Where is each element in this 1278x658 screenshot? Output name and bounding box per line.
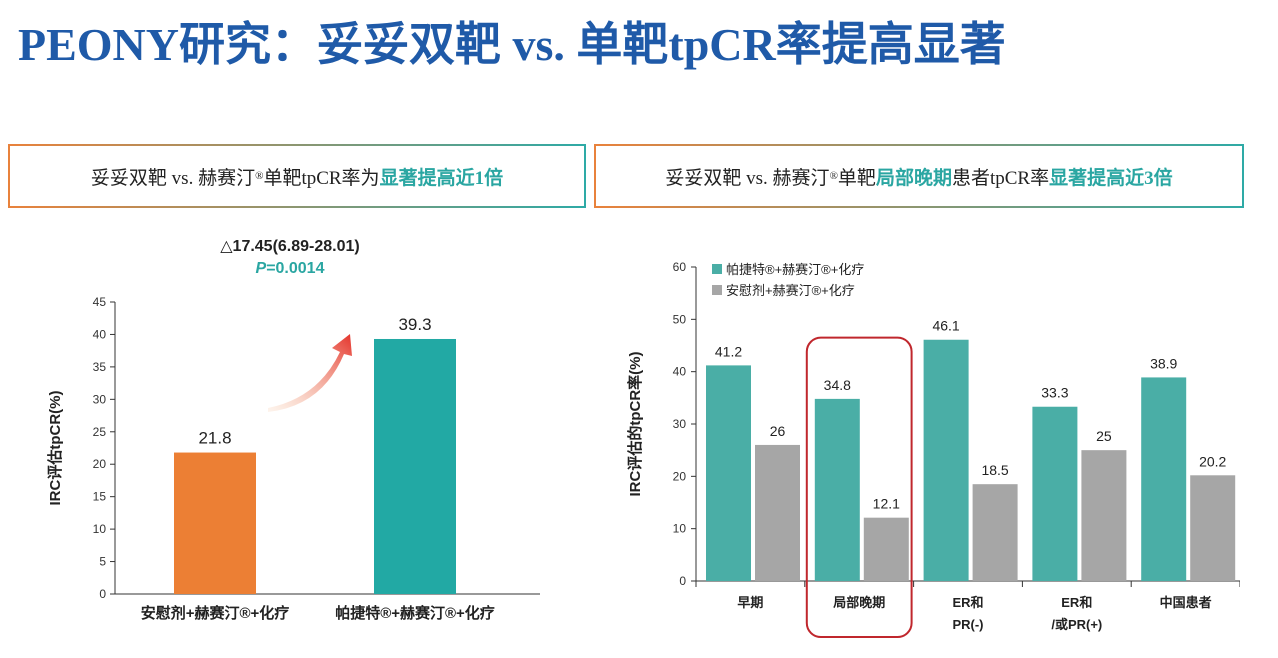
y-tick-label: 0 [679, 574, 686, 588]
legend-label: 帕捷特®+赫赛汀®+化疗 [726, 262, 864, 277]
right-header-text-2: 单靶 [837, 167, 876, 189]
bar [1081, 450, 1127, 581]
right-bar-chart: 0 10 20 30 40 50 60 IRC评估的tpCR率(%) 41.2 26 早期 34.8 1… [626, 260, 1240, 639]
left-bar-chart: 0 5 10 15 20 25 30 35 40 45 IRC评估tpCR(%) 21.8 安慰剂+赫赛… [46, 295, 540, 622]
y-tick-label: 40 [673, 365, 687, 379]
y-tick-label: 50 [673, 312, 687, 326]
right-header-text-1: 妥妥双靶 vs. 赫赛汀 [665, 167, 830, 189]
bar-value-label: 38.9 [1150, 355, 1177, 371]
bar [706, 365, 751, 581]
delta-stat: △17.45(6.89-28.01) [220, 238, 360, 255]
y-tick-label: 5 [99, 555, 106, 569]
p-value-stat: P=0.0014 [150, 260, 430, 278]
bar [1032, 406, 1078, 581]
p-value: =0.0014 [266, 260, 325, 277]
y-tick-label: 15 [93, 490, 107, 504]
bar [1190, 475, 1236, 581]
x-category-label: PR(-) [952, 617, 983, 632]
y-tick-label: 45 [93, 295, 107, 309]
y-tick-label: 20 [93, 457, 107, 471]
left-header-text-1: 妥妥双靶 vs. 赫赛汀 [90, 167, 256, 189]
bar-value-label: 20.2 [1199, 453, 1226, 469]
bar-value-label: 25 [1096, 428, 1112, 444]
y-axis-title: IRC评估的tpCR率(%) [626, 352, 644, 497]
right-header-registered: ® [829, 170, 838, 182]
bar-value-label: 46.1 [932, 318, 959, 334]
bar [863, 517, 909, 581]
x-category-label: 安慰剂+赫赛汀®+化疗 [141, 604, 290, 622]
y-tick-label: 0 [99, 587, 106, 601]
bar-value-label: 33.3 [1041, 385, 1068, 401]
highlight-box [805, 336, 913, 639]
legend-label: 安慰剂+赫赛汀®+化疗 [726, 283, 855, 298]
y-tick-label: 10 [93, 522, 107, 536]
bar [1141, 377, 1187, 581]
y-tick-label: 10 [673, 522, 687, 536]
bar [174, 452, 256, 594]
bar [814, 398, 860, 581]
legend-swatch [712, 264, 722, 274]
y-tick-label: 30 [673, 417, 687, 431]
bar-value-label: 18.5 [981, 462, 1008, 478]
page-title: PEONY研究：妥妥双靶 vs. 单靶tpCR率提高显著 [18, 19, 1006, 70]
left-header-registered: ® [255, 170, 264, 182]
bar-value-label: 21.8 [198, 429, 231, 448]
y-tick-label: 60 [673, 260, 687, 274]
y-tick-label: 25 [93, 425, 107, 439]
y-tick-label: 35 [93, 360, 107, 374]
trend-arrow-icon [268, 334, 352, 412]
x-category-label: ER和 [1061, 595, 1092, 610]
bar-value-label: 12.1 [873, 496, 900, 512]
right-header-highlight-group: 局部晚期 [875, 167, 952, 189]
bar-value-label: 34.8 [824, 377, 851, 393]
right-header-text-3: 患者tpCR率 [951, 167, 1050, 189]
y-tick-label: 20 [673, 469, 687, 483]
x-category-label: 帕捷特®+赫赛汀®+化疗 [335, 604, 495, 622]
y-tick-label: 40 [93, 327, 107, 341]
left-header-text-2: 单靶tpCR率为 [263, 167, 380, 189]
bar [755, 444, 800, 581]
p-label: P [255, 260, 267, 277]
bar-value-label: 39.3 [398, 315, 431, 334]
y-tick-label: 30 [93, 392, 107, 406]
bar [923, 339, 969, 581]
bar [374, 338, 456, 594]
x-category-label: 局部晚期 [833, 595, 885, 610]
legend-swatch [712, 285, 722, 295]
x-category-label: /或PR(+) [1051, 617, 1102, 632]
bar-value-label: 41.2 [715, 343, 742, 359]
y-axis-title: IRC评估tpCR(%) [46, 391, 64, 506]
right-panel-header: 妥妥双靶 vs. 赫赛汀 ® 单靶 局部晚期 患者tpCR率 显著提高近3倍 [594, 144, 1244, 208]
bar-value-label: 26 [770, 423, 786, 439]
right-header-highlight: 显著提高近3倍 [1049, 167, 1173, 189]
x-category-label: 中国患者 [1160, 595, 1212, 610]
bar [972, 484, 1018, 581]
left-header-highlight: 显著提高近1倍 [379, 167, 504, 189]
left-panel-header: 妥妥双靶 vs. 赫赛汀 ® 单靶tpCR率为 显著提高近1倍 [8, 144, 586, 208]
x-category-label: ER和 [952, 595, 983, 610]
x-category-label: 早期 [737, 595, 763, 610]
